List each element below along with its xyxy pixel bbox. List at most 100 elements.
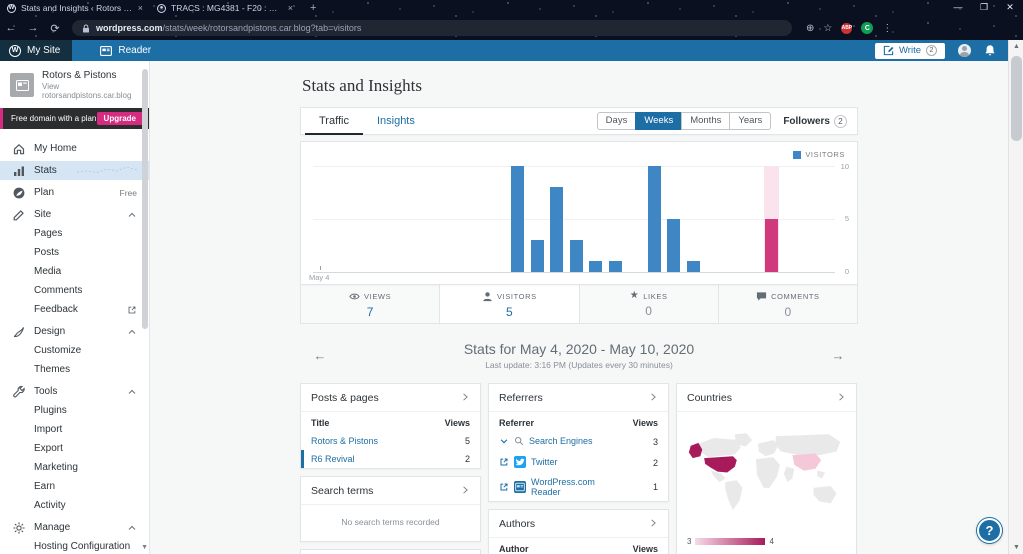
chart-column[interactable] [489, 166, 509, 272]
tab-visitors[interactable]: VISITORS 5 [439, 285, 579, 323]
site-card[interactable]: Rotors & Pistons View rotorsandpistons.c… [0, 61, 149, 108]
table-row[interactable]: R6 Revival 2 [301, 450, 480, 468]
help-button[interactable]: ? [977, 518, 1002, 543]
chevron-down-icon[interactable] [499, 436, 509, 446]
browser-menu-icon[interactable]: ⋮ [882, 22, 893, 34]
referrer-link[interactable]: Search Engines [529, 436, 593, 446]
chart-column[interactable] [352, 166, 372, 272]
chart-column[interactable] [664, 166, 684, 272]
tab-likes[interactable]: ★ LIKES 0 [578, 285, 718, 323]
sidebar-scrollbar[interactable] [142, 69, 148, 329]
sidebar-item-stats[interactable]: Stats [0, 161, 149, 180]
scroll-down-icon[interactable]: ▼ [1013, 544, 1020, 551]
sidebar-item-manage[interactable]: Manage [0, 518, 149, 537]
authors-header[interactable]: Authors [489, 510, 668, 538]
period-weeks-button[interactable]: Weeks [635, 112, 683, 130]
sidebar-scroll-down-icon[interactable]: ▼ [141, 544, 148, 551]
tab-close-icon[interactable]: × [137, 3, 143, 13]
sidebar-item-customize[interactable]: Customize [0, 341, 149, 360]
browser-tab-tracs[interactable]: ● TRACS : MG4381 - F20 : Online M × [150, 0, 300, 16]
tab-insights[interactable]: Insights [376, 115, 415, 127]
chart-column[interactable] [450, 166, 470, 272]
table-row[interactable]: Rotors & Pistons 5 [311, 436, 470, 446]
notifications-bell-icon[interactable] [984, 44, 996, 57]
chart-column[interactable] [508, 166, 528, 272]
post-link[interactable]: Rotors & Pistons [311, 436, 379, 446]
bookmark-star-icon[interactable]: ☆ [823, 22, 833, 34]
chart-column[interactable] [469, 166, 489, 272]
chart-column[interactable] [625, 166, 645, 272]
sidebar-item-site[interactable]: Site [0, 205, 149, 224]
sidebar-item-earn[interactable]: Earn [0, 477, 149, 496]
period-months-button[interactable]: Months [681, 112, 731, 130]
chart-column[interactable] [411, 166, 431, 272]
chart-bar[interactable] [569, 240, 583, 272]
reload-button[interactable]: ⟳ [50, 22, 60, 35]
tab-comments[interactable]: COMMENTS 0 [717, 285, 857, 323]
new-tab-button[interactable]: + [310, 2, 317, 14]
sidebar-item-export[interactable]: Export [0, 439, 149, 458]
post-link[interactable]: R6 Revival [311, 454, 355, 464]
chart-column[interactable] [606, 166, 626, 272]
sidebar-item-comments[interactable]: Comments [0, 281, 149, 300]
my-site-button[interactable]: W My Site [0, 40, 73, 61]
chart-bar[interactable] [511, 166, 525, 272]
chart-column[interactable] [567, 166, 587, 272]
window-close-button[interactable]: ✕ [1006, 2, 1014, 12]
chart-bar[interactable] [647, 166, 661, 272]
chart-column[interactable] [430, 166, 450, 272]
referrers-header[interactable]: Referrers [489, 384, 668, 412]
scrollbar-thumb[interactable] [1011, 56, 1022, 141]
sidebar-item-themes[interactable]: Themes [0, 360, 149, 379]
scroll-up-icon[interactable]: ▲ [1013, 43, 1020, 50]
chart-column[interactable] [333, 166, 353, 272]
page-scrollbar[interactable]: ▲ ▼ [1008, 40, 1023, 554]
upgrade-button[interactable]: Upgrade [96, 112, 143, 125]
search-terms-header[interactable]: Search terms [301, 477, 480, 505]
sidebar-item-feedback[interactable]: Feedback [0, 300, 149, 319]
chart-column[interactable] [762, 166, 782, 272]
table-row[interactable]: Twitter 2 [489, 452, 668, 473]
sidebar-item-posts[interactable]: Posts [0, 243, 149, 262]
sidebar-item-media[interactable]: Media [0, 262, 149, 281]
sidebar-item-marketing[interactable]: Marketing [0, 458, 149, 477]
previous-period-arrow[interactable]: ← [313, 347, 327, 363]
chart-column[interactable] [391, 166, 411, 272]
sidebar-item-my-home[interactable]: My Home [0, 139, 149, 158]
window-minimize-button[interactable]: — [953, 2, 963, 12]
file-downloads-header[interactable]: File downloads [301, 550, 480, 554]
sidebar-item-pages[interactable]: Pages [0, 224, 149, 243]
sidebar-item-tools[interactable]: Tools [0, 382, 149, 401]
chart-bar[interactable] [550, 187, 564, 272]
zoom-page-icon[interactable]: ⊕ [806, 22, 815, 34]
reader-button[interactable]: Reader [86, 40, 165, 61]
browser-tab-stats[interactable]: W Stats and Insights ‹ Rotors & Pist × [0, 0, 150, 16]
world-map[interactable] [677, 412, 856, 535]
countries-header[interactable]: Countries [677, 384, 856, 412]
chart-column[interactable] [703, 166, 723, 272]
adblock-extension-icon[interactable]: ABP [841, 22, 853, 34]
period-days-button[interactable]: Days [596, 112, 637, 130]
followers-link[interactable]: Followers 2 [783, 114, 847, 128]
chart-bar[interactable] [530, 240, 544, 272]
referrer-link[interactable]: WordPress.com Reader [531, 477, 595, 497]
back-button[interactable]: ← [5, 22, 17, 34]
chart-column[interactable] [723, 166, 743, 272]
sidebar-item-import[interactable]: Import [0, 420, 149, 439]
chart-bar[interactable] [608, 261, 622, 272]
tab-views[interactable]: VIEWS 7 [301, 285, 440, 323]
chart-bar[interactable] [589, 261, 603, 272]
sidebar-item-design[interactable]: Design [0, 322, 149, 341]
window-maximize-button[interactable]: ❐ [979, 2, 989, 12]
forward-button[interactable]: → [27, 22, 39, 34]
chart-bar[interactable] [667, 219, 681, 272]
user-avatar[interactable] [958, 44, 971, 57]
chart-column[interactable] [586, 166, 606, 272]
chart-column[interactable] [372, 166, 392, 272]
chart-bar[interactable] [686, 261, 700, 272]
chart-column[interactable] [528, 166, 548, 272]
write-button[interactable]: Write 2 [875, 42, 945, 59]
sidebar-item-plugins[interactable]: Plugins [0, 401, 149, 420]
chart-column[interactable] [742, 166, 762, 272]
chart-column[interactable] [645, 166, 665, 272]
